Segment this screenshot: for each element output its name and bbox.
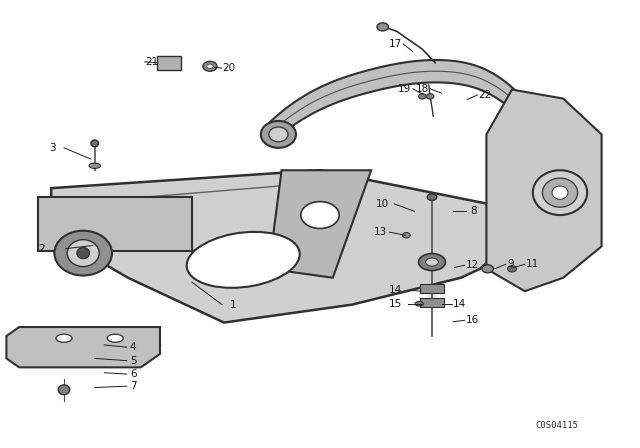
Ellipse shape xyxy=(552,186,568,199)
Text: 7: 7 xyxy=(130,381,136,391)
Ellipse shape xyxy=(187,232,300,288)
Polygon shape xyxy=(6,327,160,367)
Ellipse shape xyxy=(419,94,426,99)
Polygon shape xyxy=(269,60,538,146)
Text: 18: 18 xyxy=(416,84,429,94)
Text: 10: 10 xyxy=(376,199,389,209)
Text: 21: 21 xyxy=(146,57,159,67)
Text: 22: 22 xyxy=(479,90,492,100)
Text: 12: 12 xyxy=(466,260,479,270)
Ellipse shape xyxy=(207,64,213,69)
Ellipse shape xyxy=(301,202,339,228)
Text: 14: 14 xyxy=(453,299,466,309)
FancyBboxPatch shape xyxy=(420,284,444,293)
FancyBboxPatch shape xyxy=(420,298,444,307)
Text: 20: 20 xyxy=(223,63,236,73)
FancyBboxPatch shape xyxy=(157,56,181,70)
Text: 15: 15 xyxy=(389,299,402,309)
Ellipse shape xyxy=(428,194,437,201)
Text: 8: 8 xyxy=(470,207,477,216)
Text: 11: 11 xyxy=(526,259,539,269)
Ellipse shape xyxy=(269,127,288,142)
Ellipse shape xyxy=(543,178,578,207)
Ellipse shape xyxy=(261,121,296,148)
Text: 3: 3 xyxy=(49,143,56,153)
Text: 17: 17 xyxy=(389,39,402,49)
Ellipse shape xyxy=(58,385,70,395)
Ellipse shape xyxy=(107,334,123,342)
Ellipse shape xyxy=(415,302,424,306)
Text: 9: 9 xyxy=(508,259,514,269)
Polygon shape xyxy=(486,90,602,291)
Ellipse shape xyxy=(482,265,493,273)
Ellipse shape xyxy=(377,23,388,31)
Text: C0S04115: C0S04115 xyxy=(535,421,579,430)
Ellipse shape xyxy=(419,254,445,271)
Ellipse shape xyxy=(508,266,516,272)
Ellipse shape xyxy=(56,334,72,342)
Ellipse shape xyxy=(532,170,588,215)
Text: 16: 16 xyxy=(466,315,479,325)
Polygon shape xyxy=(38,197,192,251)
Polygon shape xyxy=(51,170,544,323)
Ellipse shape xyxy=(203,61,217,71)
Text: 19: 19 xyxy=(398,84,411,94)
Ellipse shape xyxy=(89,163,100,168)
Text: 5: 5 xyxy=(130,356,136,366)
Text: 2: 2 xyxy=(38,244,45,254)
Ellipse shape xyxy=(67,240,99,267)
Polygon shape xyxy=(269,170,371,278)
Ellipse shape xyxy=(426,258,438,266)
Text: 6: 6 xyxy=(130,369,136,379)
Text: 1: 1 xyxy=(230,300,237,310)
Text: 14: 14 xyxy=(389,285,402,295)
Text: 13: 13 xyxy=(374,227,387,237)
Ellipse shape xyxy=(77,247,90,259)
Ellipse shape xyxy=(91,140,99,147)
Text: 4: 4 xyxy=(130,342,136,352)
Ellipse shape xyxy=(403,233,410,238)
Ellipse shape xyxy=(426,94,434,99)
Ellipse shape xyxy=(54,231,112,276)
